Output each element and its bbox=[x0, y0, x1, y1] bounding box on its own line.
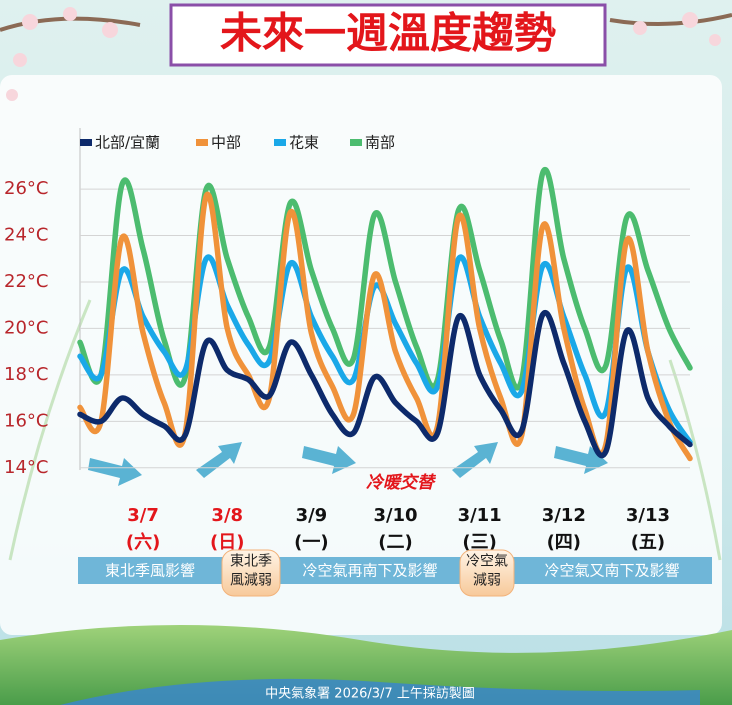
legend-label: 北部/宜蘭 bbox=[95, 134, 160, 152]
series-line bbox=[77, 167, 693, 391]
band-label: 冷空氣又南下及影響 bbox=[544, 562, 679, 580]
band-label: 減弱 bbox=[473, 572, 501, 589]
y-tick-label: 24°C bbox=[4, 225, 48, 246]
y-tick-label: 22°C bbox=[4, 271, 48, 292]
x-weekday-label: (四) bbox=[547, 532, 581, 553]
y-tick-label: 26°C bbox=[4, 178, 48, 199]
legend-label: 南部 bbox=[365, 134, 395, 152]
x-tick-label: 3/13 bbox=[626, 505, 670, 526]
series-line bbox=[77, 254, 693, 445]
x-tick-label: 3/8 bbox=[211, 505, 243, 526]
annotation: 冷暖交替 bbox=[366, 473, 437, 493]
x-weekday-label: (一) bbox=[294, 532, 328, 553]
band-label: 風減弱 bbox=[230, 572, 272, 589]
legend-swatch bbox=[350, 139, 362, 146]
legend-swatch bbox=[196, 139, 208, 146]
x-weekday-label: (三) bbox=[462, 532, 496, 553]
y-tick-label: 18°C bbox=[4, 364, 48, 385]
x-tick-label: 3/11 bbox=[458, 505, 502, 526]
y-tick-label: 20°C bbox=[4, 317, 48, 338]
band-bar bbox=[78, 557, 712, 584]
river bbox=[60, 678, 700, 705]
y-tick-label: 14°C bbox=[4, 457, 48, 478]
trend-arrows bbox=[88, 442, 608, 486]
leaf-decoration bbox=[668, 359, 722, 561]
title-box bbox=[169, 3, 607, 67]
footer: 中央氣象署 2026/3/7 上午採訪製圖 bbox=[265, 686, 475, 702]
y-tick-label: 16°C bbox=[4, 410, 48, 431]
x-weekday-label: (日) bbox=[210, 532, 244, 553]
band-pill bbox=[221, 549, 281, 597]
chart-title: 未來一週溫度趨勢 bbox=[220, 9, 556, 58]
band-label: 東北季 bbox=[230, 554, 272, 570]
band-label: 冷空氣 bbox=[466, 554, 508, 570]
x-tick-label: 3/12 bbox=[542, 505, 586, 526]
blossoms bbox=[6, 7, 721, 101]
x-weekday-label: (二) bbox=[378, 532, 412, 553]
legend-swatch bbox=[80, 139, 92, 146]
x-tick-label: 3/7 bbox=[127, 505, 159, 526]
branch-decoration bbox=[609, 13, 732, 26]
legend-swatch bbox=[274, 139, 286, 146]
band-label: 東北季風影響 bbox=[105, 562, 195, 580]
leaf-decoration bbox=[8, 299, 92, 561]
x-tick-label: 3/10 bbox=[373, 505, 417, 526]
band-pill bbox=[459, 549, 515, 597]
legend-label: 中部 bbox=[211, 134, 241, 152]
x-weekday-label: (六) bbox=[126, 531, 160, 553]
series-line bbox=[77, 309, 693, 459]
x-weekday-label: (五) bbox=[631, 532, 665, 553]
legend-label: 花東 bbox=[289, 134, 319, 152]
x-tick-label: 3/9 bbox=[296, 505, 328, 526]
band-label: 冷空氣再南下及影響 bbox=[302, 562, 437, 580]
